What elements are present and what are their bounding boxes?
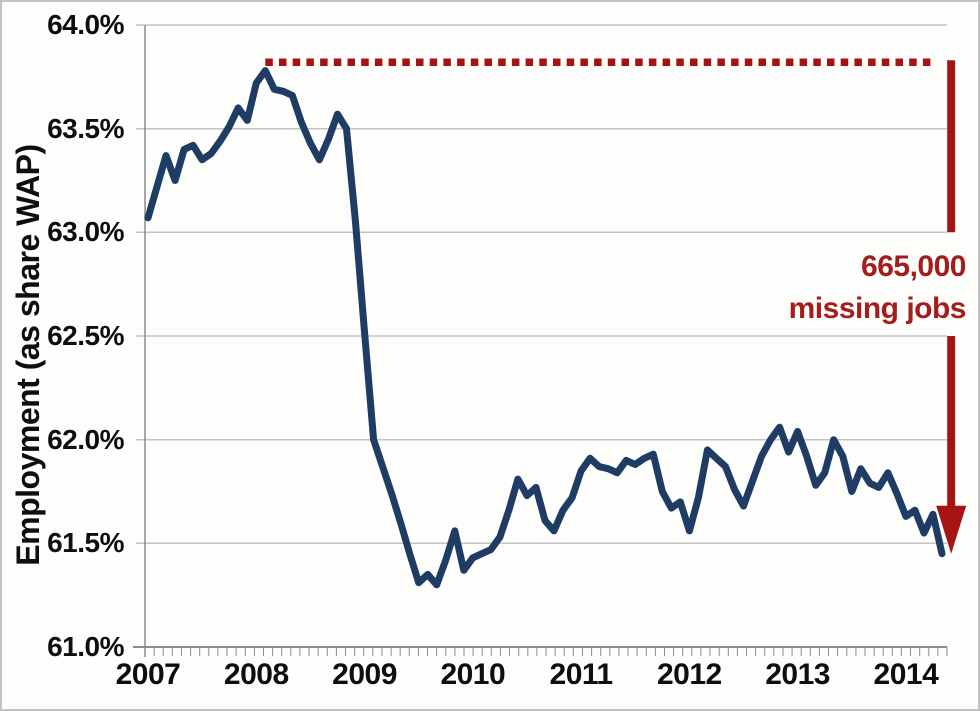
x-tick-label: 2008	[223, 658, 289, 691]
x-tick-label: 2010	[440, 658, 506, 691]
y-tick-label: 62.5%	[47, 320, 124, 351]
down-arrow-icon	[936, 505, 967, 554]
gap-annotation-line1: 665,000	[861, 250, 966, 283]
y-tick-label: 64.0%	[47, 9, 124, 40]
x-tick-label: 2007	[115, 658, 181, 691]
y-tick-label: 63.5%	[47, 112, 124, 144]
gap-annotation-line2: missing jobs	[788, 292, 967, 325]
month-tick-marks	[144, 647, 948, 656]
y-tick-label: 61.0%	[47, 631, 124, 662]
x-tick-label: 2011	[549, 658, 614, 691]
gap-annotation: 665,000 missing jobs	[788, 246, 967, 330]
y-tick-label: 61.5%	[47, 527, 124, 559]
y-tick-label: 62.0%	[47, 423, 124, 455]
gridlines	[136, 24, 947, 648]
x-tick-label: 2013	[765, 658, 830, 691]
x-tick-label: 2009	[332, 658, 397, 691]
x-tick-label: 2012	[656, 658, 722, 691]
x-tick-label: 2014	[873, 658, 939, 691]
y-tick-label: 63.0%	[47, 216, 124, 248]
employment-line	[144, 67, 946, 589]
